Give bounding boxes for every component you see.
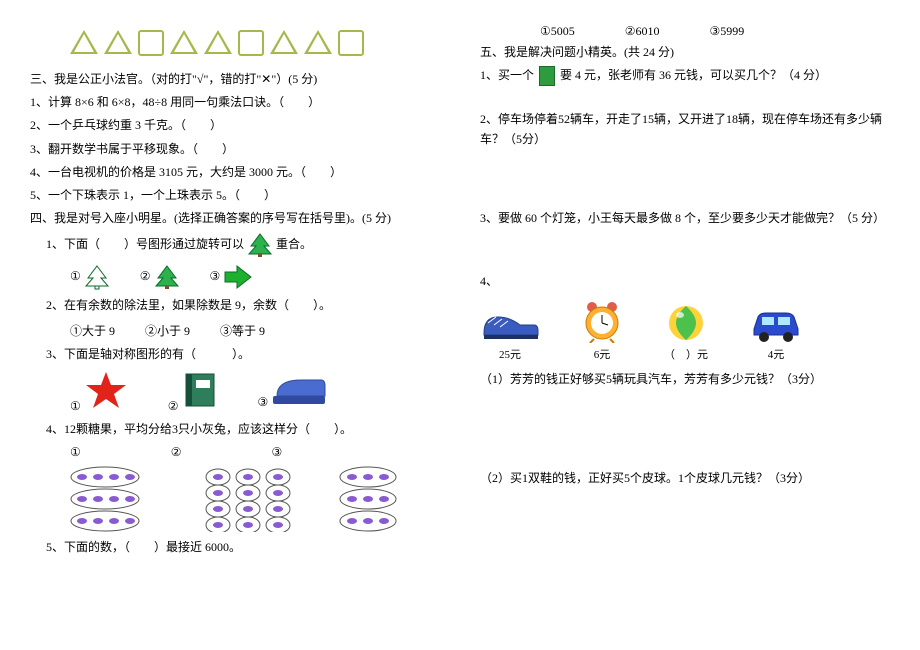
price-clock: 6元 xyxy=(580,346,624,362)
square-icon xyxy=(138,30,164,56)
product-ball: （ ）元 xyxy=(664,303,708,362)
q4-2-o3: ③等于 9 xyxy=(220,322,265,339)
product-shoes: 25元 xyxy=(480,303,540,362)
shoes-icon xyxy=(480,303,540,343)
q3-4: 4、一台电视机的价格是 3105 元，大约是 3000 元。（ ） xyxy=(30,163,440,182)
product-clock: 6元 xyxy=(580,299,624,362)
opt-notebook-label: ② xyxy=(168,399,179,413)
shape-sequence xyxy=(70,30,440,56)
opt-3: ③ xyxy=(210,264,254,290)
section-5-title: 五、我是解决问题小精英。(共 24 分) xyxy=(480,43,890,62)
section-4-title: 四、我是对号入座小明星。(选择正确答案的序号写在括号里)。(5 分) xyxy=(30,209,440,228)
q5-2: 2、停车场停着52辆车，开走了15辆，又开进了18辆，现在停车场还有多少辆车？（… xyxy=(480,110,890,148)
right-column: ①5005 ②6010 ③5999 五、我是解决问题小精英。(共 24 分) 1… xyxy=(480,20,890,561)
opt-1: ① xyxy=(70,264,110,290)
tree-target-icon xyxy=(247,232,273,258)
opt-2-label: ② xyxy=(140,269,151,283)
q4-2: 2、在有余数的除法里，如果除数是 9，余数（ ）。 xyxy=(46,296,440,315)
ball-icon xyxy=(666,303,706,343)
q5-1b: 要 4 元，张老师有 36 元钱，可以买几个？（4 分） xyxy=(560,68,827,82)
product-row: 25元 6元 xyxy=(480,299,890,362)
clock-icon xyxy=(580,299,624,343)
square-icon xyxy=(238,30,264,56)
q4-3: 3、下面是轴对称图形的有（ ）。 xyxy=(46,345,440,364)
q4-5: 5、下面的数，（ ）最接近 6000。 xyxy=(46,538,440,557)
opt-star-label: ① xyxy=(70,399,81,413)
q5-1a: 1、买一个 xyxy=(480,68,534,82)
star-icon xyxy=(84,370,128,410)
candy-group-1 xyxy=(70,466,170,532)
q3-5: 5、一个下珠表示 1，一个上珠表示 5。（ ） xyxy=(30,186,440,205)
candy-group-2 xyxy=(204,466,304,532)
car-icon xyxy=(748,307,804,343)
q4-1-text-a: 1、下面（ ）号图形通过旋转可以 xyxy=(46,237,244,251)
q4-1-options: ① ② ③ xyxy=(70,264,440,290)
q4-4: 4、12颗糖果，平均分给3只小灰兔，应该这样分（ ）。 xyxy=(46,420,440,439)
q3-3: 3、翻开数学书属于平移现象。（ ） xyxy=(30,140,440,159)
opt-stapler-label: ③ xyxy=(258,395,269,409)
arrow-right-icon xyxy=(223,264,253,290)
q3-1: 1、计算 8×6 和 6×8，48÷8 用同一句乘法口诀。（ ） xyxy=(30,93,440,112)
q4-1-text-b: 重合。 xyxy=(276,237,312,251)
triangle-icon xyxy=(270,30,298,54)
opt-notebook: ② xyxy=(168,370,218,414)
triangle-icon xyxy=(170,30,198,54)
q5-4-2: （2）买1双鞋的钱，正好买5个皮球。1个皮球几元钱？（3分） xyxy=(480,469,890,488)
q4-2-o2: ②小于 9 xyxy=(145,322,190,339)
triangle-icon xyxy=(304,30,332,54)
q4-4-labels: ① ② ③ xyxy=(70,445,440,460)
q5-1: 1、买一个 要 4 元，张老师有 36 元钱，可以买几个？（4 分） xyxy=(480,66,890,86)
q5-3: 3、要做 60 个灯笼，小王每天最多做 8 个，至少要多少天才能做完？（5 分） xyxy=(480,209,890,228)
q5-4-1: （1）芳芳的钱正好够买5辆玩具汽车，芳芳有多少元钱？（3分） xyxy=(480,370,890,389)
product-car: 4元 xyxy=(748,307,804,362)
q4-5-options: ①5005 ②6010 ③5999 xyxy=(540,24,890,39)
num-o1: ①5005 xyxy=(540,24,575,39)
opt-2: ② xyxy=(140,264,180,290)
opt-3-label: ③ xyxy=(210,269,221,283)
price-shoes: 25元 xyxy=(480,346,540,362)
triangle-icon xyxy=(204,30,232,54)
triangle-icon xyxy=(104,30,132,54)
opt-star: ① xyxy=(70,370,128,414)
q4-2-o1: ①大于 9 xyxy=(70,322,115,339)
q4-4-o2: ② xyxy=(171,445,182,460)
triangle-icon xyxy=(70,30,98,54)
num-o3: ③5999 xyxy=(710,24,745,39)
q3-2: 2、一个乒乓球约重 3 千克。（ ） xyxy=(30,116,440,135)
q4-4-o1: ① xyxy=(70,445,81,460)
q4-4-o3: ③ xyxy=(272,445,283,460)
q5-4: 4、 xyxy=(480,272,890,291)
q4-2-options: ①大于 9 ②小于 9 ③等于 9 xyxy=(70,322,440,339)
q4-4-options xyxy=(70,466,440,532)
num-o2: ②6010 xyxy=(625,24,660,39)
candy-group-3 xyxy=(338,466,428,532)
q4-1: 1、下面（ ）号图形通过旋转可以 重合。 xyxy=(46,232,440,258)
q4-3-options: ① ② ③ xyxy=(70,370,440,414)
section-3-title: 三、我是公正小法官。（对的打"√"，错的打"✕"）(5 分) xyxy=(30,70,440,89)
notebook-icon xyxy=(182,370,218,410)
price-ball: （ ）元 xyxy=(664,346,708,362)
tree-outline-icon xyxy=(84,264,110,290)
left-column: 三、我是公正小法官。（对的打"√"，错的打"✕"）(5 分) 1、计算 8×6 … xyxy=(30,20,440,561)
book-icon xyxy=(539,66,555,86)
opt-1-label: ① xyxy=(70,269,81,283)
price-car: 4元 xyxy=(748,346,804,362)
opt-stapler: ③ xyxy=(258,374,328,410)
stapler-icon xyxy=(271,374,327,406)
square-icon xyxy=(338,30,364,56)
tree-green-icon xyxy=(154,264,180,290)
